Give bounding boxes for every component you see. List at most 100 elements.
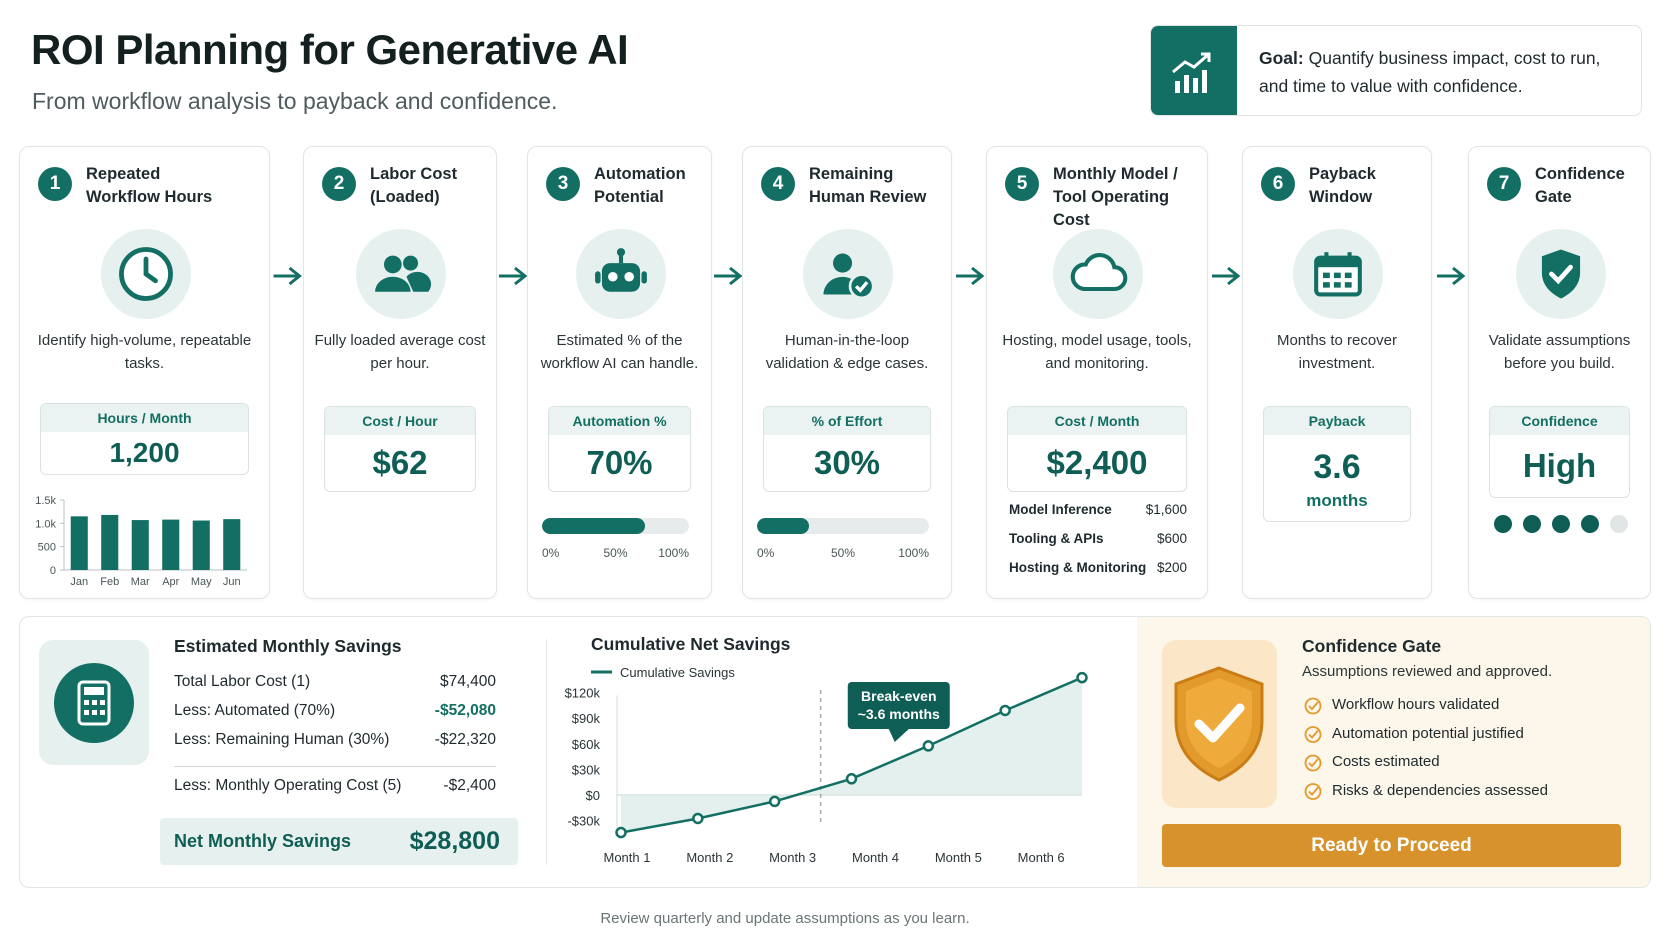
icon-circle [356, 229, 446, 319]
confidence-dot [1551, 515, 1570, 533]
icon-shape [1070, 253, 1128, 292]
step-number: 7 [1487, 167, 1521, 201]
icon-shape [607, 271, 618, 282]
metric-label: Confidence [1490, 407, 1629, 435]
icon-shape [100, 710, 105, 715]
breakdown-row: Tooling & APIs $600 [1009, 531, 1187, 546]
step-description: Estimated % of the workflow AI can handl… [540, 332, 699, 372]
metric-label: Payback [1264, 407, 1410, 435]
icon-shape [833, 253, 853, 273]
progress-tick-label: 0% [757, 546, 775, 560]
progress-fill [757, 518, 809, 534]
step-number: 1 [38, 167, 72, 201]
metric-value: $62 [372, 444, 428, 481]
savings-label: Less: Remaining Human (30%) [174, 731, 390, 748]
x-tick-label: Jan [70, 576, 88, 588]
flow-arrow-head [971, 266, 985, 286]
savings-value: -$52,080 [434, 702, 496, 719]
bar [70, 516, 88, 570]
step-card: 5 Monthly Model / Tool Operating Cost Host… [986, 146, 1208, 599]
progress-fill [542, 518, 645, 534]
savings-row: Less: Automated (70%) -$52,080 [174, 702, 496, 720]
icon-shape [1323, 272, 1330, 279]
progress-track [757, 518, 929, 534]
icon-shape [143, 256, 158, 284]
icon-shape [1333, 272, 1341, 279]
icon-circle [1515, 229, 1606, 319]
icon-shape [1194, 703, 1245, 743]
metric-label: Automation % [549, 407, 690, 435]
icon-shape [1333, 282, 1341, 288]
confidence-dot [1522, 515, 1541, 533]
step-card: 1 Repeated Workflow Hours Identify high-vo… [19, 146, 270, 599]
step-card: 2 Labor Cost (Loaded) Fully loaded average… [303, 146, 497, 599]
icon-shape [623, 271, 634, 282]
breakdown-value: $1,600 [1145, 502, 1187, 517]
x-tick-label: Jun [223, 576, 241, 588]
progress-tick-label: 100% [898, 546, 929, 560]
metric-value: $2,400 [1046, 444, 1148, 481]
bar [192, 520, 210, 570]
progress-tick-label: 50% [830, 546, 856, 560]
icon-shape [854, 281, 869, 293]
step-description: Human-in-the-loop validation & edge case… [765, 332, 929, 372]
metric-box: % of Effort 30% [763, 406, 931, 492]
icon-circle [100, 229, 191, 319]
icon-shape [403, 255, 419, 271]
bar [131, 520, 149, 570]
icon-shape [84, 700, 89, 705]
metric-value: 1,200 [109, 437, 180, 468]
shield-icon [1174, 666, 1264, 782]
step-icon [1314, 252, 1362, 297]
step-description: Validate assumptions before you build. [1488, 332, 1631, 372]
progress-tick-label: 0% [542, 546, 560, 560]
metric-label: Cost / Month [1008, 407, 1186, 435]
savings-title: Estimated Monthly Savings [174, 636, 402, 656]
step-title: Monthly Model / Tool Operating Cost [1053, 165, 1178, 229]
icon-shape [1316, 257, 1360, 268]
page-subtitle: From workflow analysis to payback and co… [32, 88, 558, 114]
flow-arrow-head [1227, 266, 1241, 286]
x-tick-label: Mar [131, 576, 150, 588]
step-title: Labor Cost (Loaded) [370, 165, 458, 206]
progress-tick-label: 50% [603, 546, 628, 560]
checklist-item: Risks & dependencies assessed [1332, 781, 1548, 799]
metric-box: Hours / Month 1,200 [40, 403, 249, 475]
icon-shape [1323, 282, 1330, 288]
icon-shape [823, 276, 857, 295]
breakdown-label: Hosting & Monitoring [1009, 560, 1147, 575]
icon-shape [100, 700, 105, 705]
confidence-dot [1493, 515, 1512, 533]
metric-label: % of Effort [764, 407, 930, 435]
metric-unit: months [1306, 491, 1368, 510]
icon-shape [375, 276, 411, 292]
bar [223, 519, 241, 570]
step-card: 4 Remaining Human Review Human-in-the-loop… [742, 146, 952, 599]
goal-icon-box [1151, 26, 1237, 115]
icon-shape [640, 271, 647, 284]
icon-shape [1344, 282, 1352, 288]
metric-box: Payback 3.6 months [1263, 406, 1411, 522]
y-tick-label: 500 [38, 542, 56, 554]
confidence-title: Confidence Gate [1302, 636, 1442, 656]
metric-value: 70% [586, 444, 653, 481]
proceed-button[interactable]: Ready to Proceed [1162, 824, 1621, 867]
calculator-icon [54, 663, 134, 743]
breakdown-value: $200 [1156, 560, 1187, 575]
icon-shape [1541, 249, 1580, 299]
flow-arrow-head [288, 266, 302, 286]
progress: 0% 50% 100% [757, 518, 929, 560]
step-description: Fully loaded average cost per hour. [314, 332, 486, 372]
metric-value: High [1522, 447, 1597, 484]
step-number: 3 [546, 167, 580, 201]
step-icon [594, 248, 647, 292]
page-title: ROI Planning for Generative AI [31, 26, 629, 73]
step-description: Months to recover investment. [1276, 332, 1398, 372]
icon-shape [1184, 75, 1189, 93]
step-number: 5 [1005, 167, 1039, 201]
icon-shape [1172, 52, 1210, 74]
savings-value: -$2,400 [443, 777, 496, 794]
step-icon [1070, 253, 1128, 292]
progress-track [542, 518, 689, 534]
